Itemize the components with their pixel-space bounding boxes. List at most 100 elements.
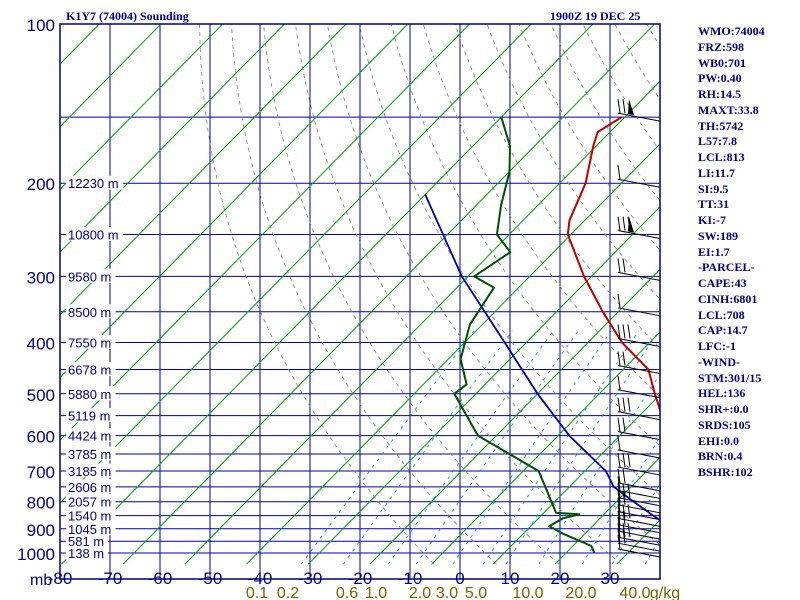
- index-item: MAXT:33.8: [698, 102, 759, 117]
- wind-barb: [617, 452, 661, 476]
- temperature-tick-label: -30: [298, 569, 323, 588]
- height-label: 5880 m: [68, 387, 111, 402]
- index-item: CINH:6801: [698, 291, 758, 306]
- height-label-bg: [66, 175, 124, 190]
- wind-barb-column: [617, 99, 661, 558]
- wind-barb-feather: [627, 483, 631, 498]
- wind-barb-feather: [627, 397, 631, 412]
- dry-adiabat-line: [390, 24, 660, 447]
- index-item: -PARCEL-: [698, 260, 755, 275]
- wind-barb-feather: [617, 397, 621, 412]
- pressure-tick-label: 300: [27, 268, 55, 287]
- wind-barb: [617, 324, 661, 347]
- isotherm-line: [122, 24, 656, 565]
- wind-barb: [617, 258, 661, 281]
- isotherm-line: [246, 143, 660, 565]
- height-label-bg: [66, 268, 116, 283]
- plot-background-grid: [59, 23, 661, 579]
- height-label-bg: [66, 362, 116, 377]
- index-item: L57:7.8: [698, 134, 737, 149]
- index-item: SW:189: [698, 228, 739, 243]
- wind-barb-feather: [617, 510, 621, 525]
- wind-barb-staff: [617, 112, 661, 122]
- isotherm-line: [60, 24, 286, 253]
- wind-barb-feather: [622, 324, 626, 339]
- index-item: BSHR:102: [698, 465, 753, 479]
- mixing-ratio-label: 0.2: [277, 585, 299, 600]
- dry-adiabat-line: [199, 24, 435, 565]
- mixing-ratio-label: g/kg: [650, 585, 680, 600]
- wind-barb: [617, 468, 661, 492]
- temperature-tick-label: -80: [48, 569, 73, 588]
- height-label-bg: [66, 386, 116, 401]
- index-item: LCL:708: [698, 307, 745, 322]
- valid-time: 1900Z 19 DEC 25: [550, 9, 641, 23]
- wind-barb-feather: [622, 529, 626, 544]
- wind-barb-pennant: [628, 99, 634, 116]
- isotherm-line: [60, 24, 471, 441]
- mixing-ratio-line: [452, 330, 612, 565]
- wind-barb-staff: [617, 365, 661, 375]
- temperature-tick-label: 20: [551, 569, 570, 588]
- wind-barb-feather: [617, 258, 621, 273]
- temperature-tick-label: -20: [348, 569, 373, 588]
- index-item: CAP:14.7: [698, 323, 748, 338]
- wind-barb-staff: [617, 466, 661, 476]
- wind-barb: [617, 351, 661, 375]
- wind-barb-staff: [617, 511, 661, 521]
- wind-barb-staff: [617, 536, 661, 546]
- wind-barb: [617, 375, 661, 399]
- wind-barb: [617, 216, 661, 240]
- index-item: EHI:0.0: [698, 433, 740, 448]
- height-label-bg: [66, 446, 116, 461]
- wind-barb-feather: [622, 452, 626, 468]
- wind-barb-feather: [617, 417, 621, 432]
- index-item: SHR+:0.0: [698, 402, 749, 416]
- wind-barb-feather: [622, 468, 626, 483]
- dry-adiabat-line: [295, 24, 622, 565]
- wind-barb-staff: [617, 530, 661, 540]
- height-label-bg: [66, 545, 108, 560]
- wind-barb-feather: [617, 504, 621, 519]
- wind-barb-staff: [617, 524, 661, 534]
- mixing-ratio-line: [300, 330, 475, 565]
- index-item: CAPE:43: [698, 276, 747, 290]
- isotherm-line: [184, 80, 660, 565]
- wind-barb: [617, 165, 661, 188]
- pressure-tick-label: 800: [27, 494, 55, 513]
- mixing-ratio-label: 0.1: [246, 585, 268, 600]
- temperature-tick-label: -50: [198, 569, 223, 588]
- pressure-axis-label: mb: [30, 572, 52, 589]
- isotherm-line: [60, 24, 162, 128]
- plot-area: [60, 24, 660, 565]
- height-label: 3185 m: [68, 464, 111, 479]
- height-label: 4424 m: [68, 429, 111, 444]
- index-item: WMO:74004: [698, 24, 765, 38]
- dry-adiabat-line: [231, 24, 497, 565]
- height-label-bg: [66, 494, 116, 509]
- mixing-ratio-label: 0.6: [336, 585, 358, 600]
- wind-barb-feather: [617, 99, 621, 114]
- wind-barb-feather: [622, 258, 626, 273]
- wind-barb-feather: [622, 351, 626, 366]
- index-item: HEL:136: [698, 386, 746, 401]
- wind-barb: [617, 293, 661, 317]
- temperature-tick-label: -70: [98, 569, 123, 588]
- height-label: 7550 m: [68, 335, 111, 350]
- index-item: TT:31: [698, 197, 730, 212]
- wind-barb-staff: [617, 517, 661, 527]
- dry-adiabat-line: [422, 24, 660, 398]
- index-item: KI:-7: [698, 213, 726, 227]
- wind-barb-feather: [617, 375, 621, 390]
- wind-barb-feather: [622, 99, 626, 114]
- wind-barb-staff: [617, 307, 661, 317]
- height-label: 1540 m: [68, 509, 111, 524]
- height-label: 138 m: [68, 546, 104, 561]
- wind-barb-staff: [617, 482, 661, 492]
- pressure-tick-label: 600: [27, 428, 55, 447]
- parcel-path-line: [424, 194, 660, 522]
- pressure-tick-label: 1000: [17, 545, 55, 564]
- mixing-ratio-label: 2.0: [409, 585, 431, 600]
